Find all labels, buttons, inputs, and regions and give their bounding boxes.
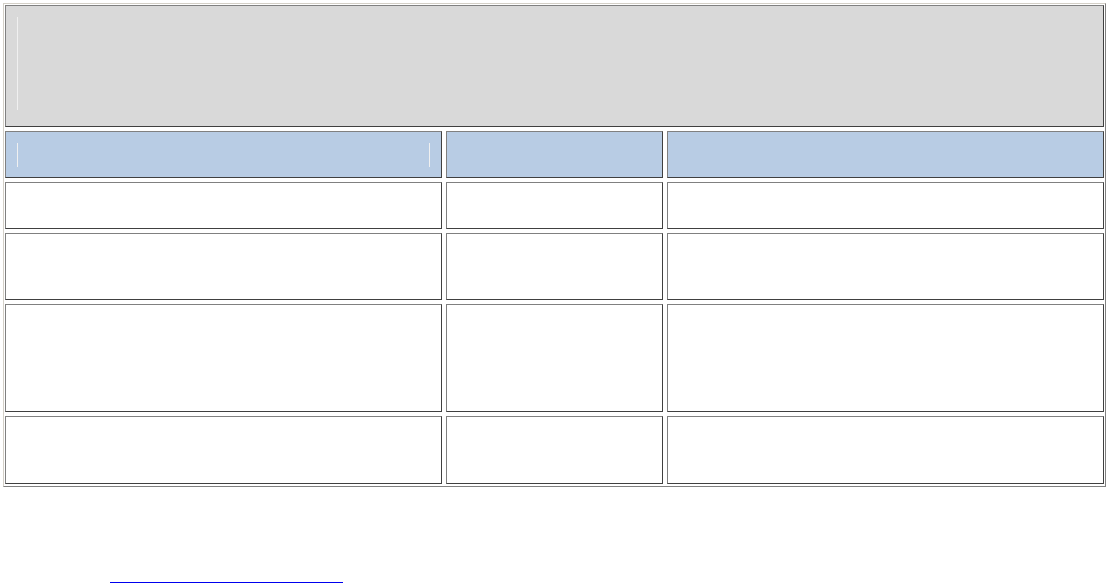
title-caret (17, 17, 18, 110)
table-cell (667, 304, 1104, 412)
table-frame (3, 3, 1106, 487)
table-cell (5, 304, 442, 412)
header-caret (17, 143, 18, 167)
table-cell (5, 233, 442, 300)
table-cell (5, 416, 442, 484)
header-cell (667, 131, 1104, 178)
table-cell (667, 182, 1104, 229)
header-cell (5, 131, 442, 178)
table-cell (667, 416, 1104, 484)
header-cell (446, 131, 663, 178)
table-cell (446, 416, 663, 484)
table-cell (667, 233, 1104, 300)
table-cell (446, 304, 663, 412)
table-cell (5, 182, 442, 229)
title-cell (5, 5, 1104, 127)
link[interactable] (110, 582, 343, 583)
table-cell (446, 233, 663, 300)
header-caret (429, 143, 430, 167)
table-cell (446, 182, 663, 229)
